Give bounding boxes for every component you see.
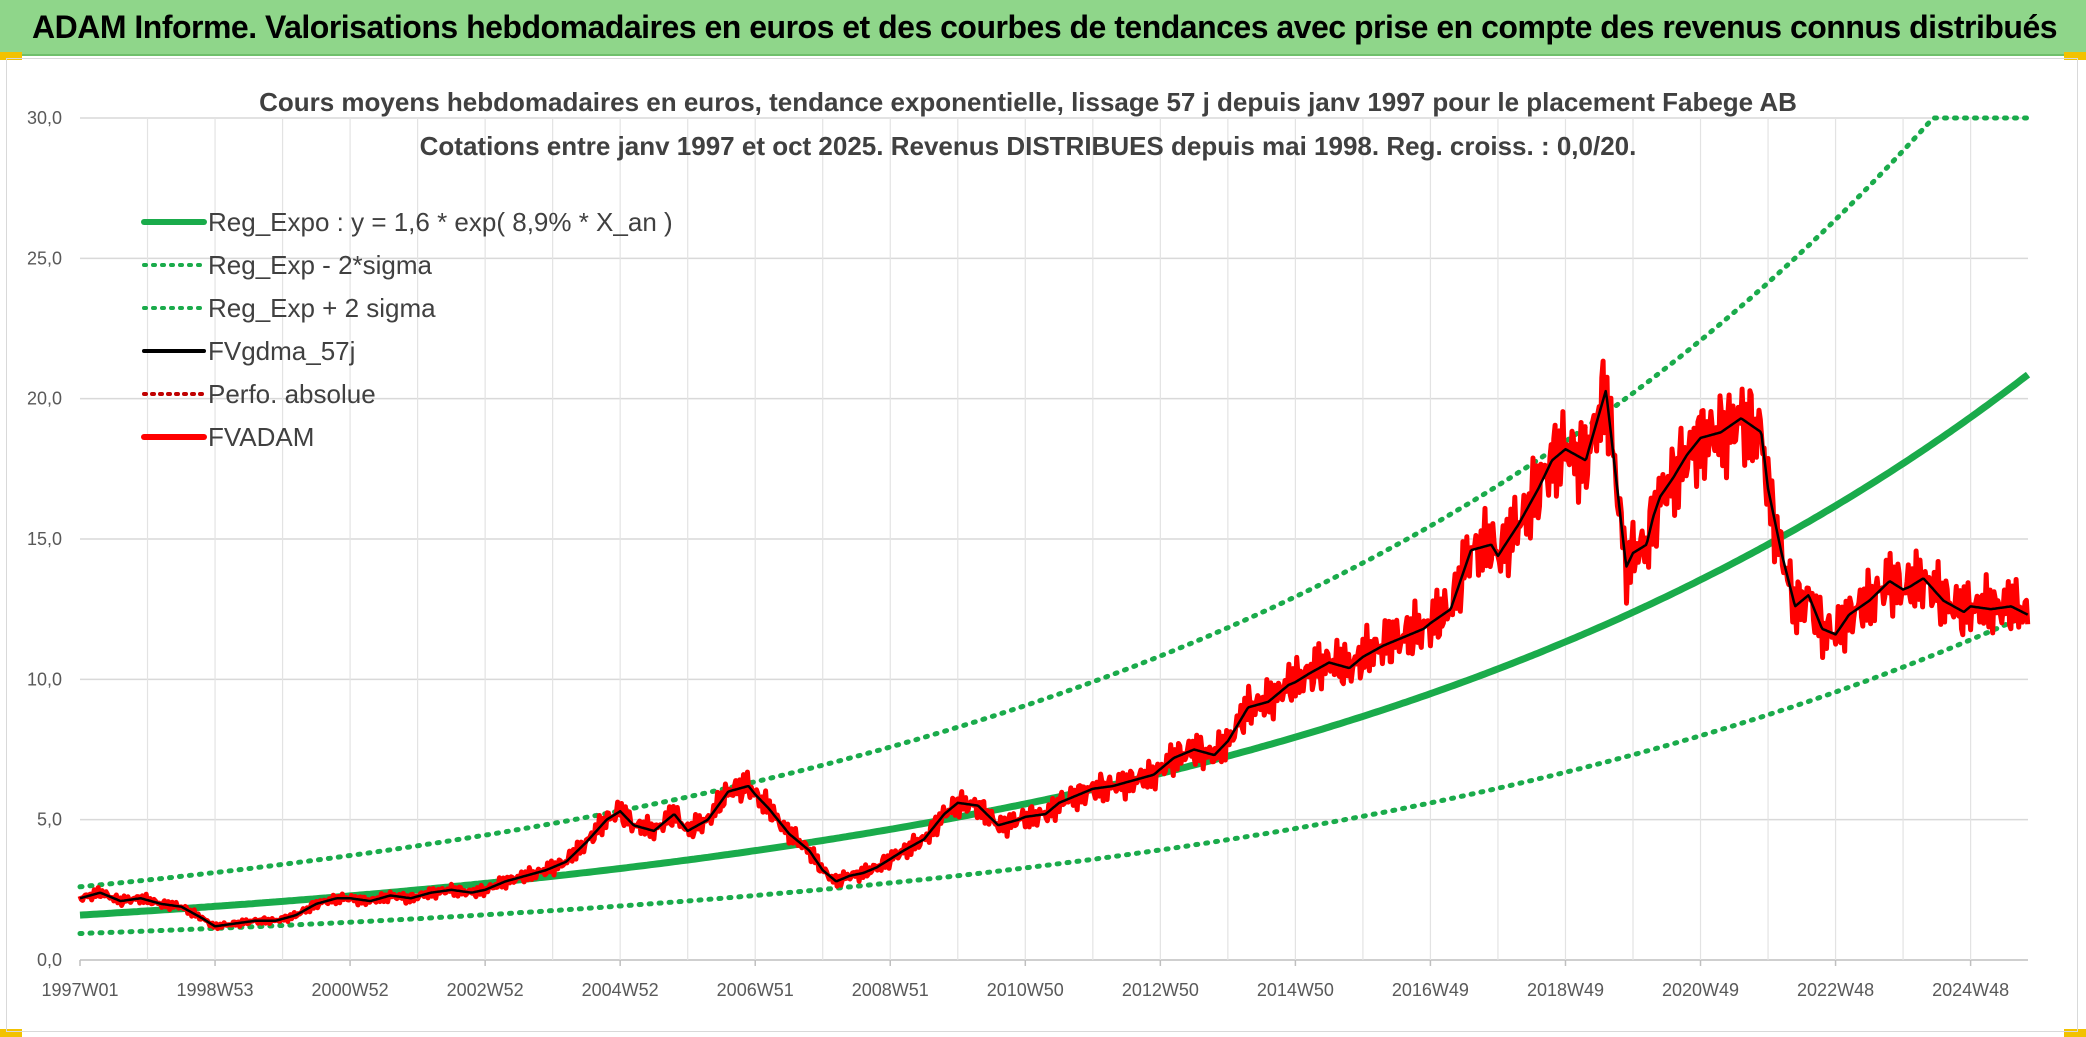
chart-title: Cours moyens hebdomadaires en euros, ten…: [259, 87, 1797, 117]
legend-label: Reg_Expo : y = 1,6 * exp( 8,9% * X_an ): [208, 207, 673, 237]
legend-label: FVgdma_57j: [208, 336, 355, 366]
y-tick-label: 0,0: [37, 950, 62, 970]
chart-frame: [6, 58, 2078, 1032]
grid: [80, 117, 2028, 961]
corner-marker-left: [0, 52, 22, 60]
x-tick-label: 2014W50: [1257, 980, 1334, 1000]
x-tick-label: 2016W49: [1392, 980, 1469, 1000]
series-reg-plus-2sigma: [77, 115, 2031, 890]
legend-label: Reg_Exp + 2 sigma: [208, 293, 436, 323]
x-tick-label: 2006W51: [717, 980, 794, 1000]
report-title: ADAM Informe. Valorisations hebdomadaire…: [32, 9, 2058, 45]
y-tick-label: 25,0: [27, 248, 62, 268]
y-tick-label: 5,0: [37, 810, 62, 830]
header-banner: ADAM Informe. Valorisations hebdomadaire…: [0, 0, 2086, 56]
legend-label: FVADAM: [208, 422, 314, 452]
y-tick-label: 30,0: [27, 108, 62, 128]
x-tick-label: 1997W01: [41, 980, 118, 1000]
x-tick-label: 2020W49: [1662, 980, 1739, 1000]
legend: Reg_Expo : y = 1,6 * exp( 8,9% * X_an ) R…: [141, 207, 673, 452]
x-tick-label: 2004W52: [582, 980, 659, 1000]
y-tick-label: 20,0: [27, 389, 62, 409]
series-reg-minus-2sigma: [77, 612, 2031, 936]
y-tick-label: 15,0: [27, 529, 62, 549]
series-fvadam: [77, 358, 2031, 932]
x-tick-label: 2010W50: [987, 980, 1064, 1000]
corner-marker-bottom-left: [0, 1029, 22, 1037]
corner-marker-bottom-right: [2064, 1029, 2086, 1037]
x-tick-label: 2012W50: [1122, 980, 1199, 1000]
legend-label: Perfo. absolue: [208, 379, 376, 409]
x-tick-label: 2024W48: [1932, 980, 2009, 1000]
axes: 0,0 5,0 10,0 15,0 20,0 25,0 30,0 1997W01 1998W53…: [27, 108, 2009, 1000]
x-tick-label: 1998W53: [177, 980, 254, 1000]
x-tick-label: 2000W52: [312, 980, 389, 1000]
series: [77, 115, 2031, 936]
series-reg-expo: [79, 371, 2031, 919]
y-tick-label: 10,0: [27, 669, 62, 689]
x-tick-label: 2008W51: [852, 980, 929, 1000]
chart-subtitle: Cotations entre janv 1997 et oct 2025. R…: [420, 131, 1637, 161]
legend-label: Reg_Exp - 2*sigma: [208, 250, 433, 280]
x-tick-label: 2022W48: [1797, 980, 1874, 1000]
series-fvgdma-57j: [79, 389, 2029, 928]
x-tick-label: 2018W49: [1527, 980, 1604, 1000]
corner-marker-right: [2064, 52, 2086, 60]
x-tick-label: 2002W52: [447, 980, 524, 1000]
